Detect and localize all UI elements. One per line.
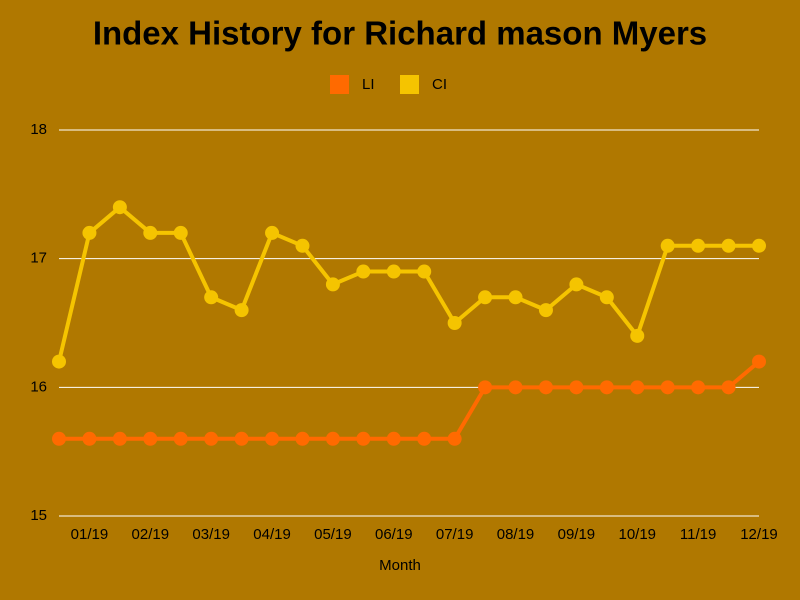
- data-point: [752, 354, 766, 369]
- data-point: [691, 380, 706, 395]
- data-point: [52, 354, 66, 369]
- data-point: [265, 431, 280, 446]
- data-point: [143, 431, 158, 446]
- x-tick-label: 06/19: [375, 526, 413, 543]
- data-point: [417, 264, 432, 279]
- data-point: [630, 328, 645, 343]
- chart-title: Index History for Richard mason Myers: [93, 15, 707, 52]
- x-tick-label: 10/19: [618, 526, 656, 543]
- legend-label: CI: [432, 76, 447, 93]
- data-point: [752, 238, 766, 253]
- data-point: [386, 431, 401, 446]
- data-point: [599, 290, 614, 305]
- data-point: [660, 380, 675, 395]
- x-tick-label: 08/19: [497, 526, 535, 543]
- data-point: [82, 225, 97, 240]
- data-point: [112, 431, 127, 446]
- data-point: [325, 431, 340, 446]
- data-point: [143, 225, 158, 240]
- data-point: [295, 238, 310, 253]
- data-point: [234, 431, 249, 446]
- data-point: [660, 238, 675, 253]
- legend-label: LI: [362, 76, 375, 93]
- data-point: [173, 431, 188, 446]
- data-point: [173, 225, 188, 240]
- data-point: [478, 380, 493, 395]
- data-point: [447, 316, 462, 330]
- data-point: [508, 290, 523, 305]
- data-point: [356, 431, 371, 446]
- data-point: [538, 380, 553, 395]
- data-point: [417, 431, 432, 446]
- data-point: [82, 431, 97, 446]
- data-point: [630, 380, 645, 395]
- x-tick-label: 05/19: [314, 526, 352, 543]
- data-point: [569, 380, 584, 395]
- x-axis-label: Month: [379, 557, 421, 574]
- data-point: [447, 431, 462, 446]
- data-point: [386, 264, 401, 279]
- legend-swatch: [330, 75, 349, 94]
- legend-swatch: [400, 75, 419, 94]
- y-tick-label: 17: [30, 250, 47, 267]
- x-tick-label: 02/19: [132, 526, 170, 543]
- data-point: [52, 431, 66, 446]
- x-tick-label: 03/19: [192, 526, 230, 543]
- data-point: [295, 431, 310, 446]
- x-tick-label: 09/19: [558, 526, 596, 543]
- x-tick-label: 07/19: [436, 526, 474, 543]
- data-point: [325, 277, 340, 292]
- data-point: [112, 200, 127, 215]
- data-point: [204, 290, 219, 305]
- data-point: [599, 380, 614, 395]
- data-point: [234, 303, 249, 318]
- x-tick-label: 01/19: [71, 526, 109, 543]
- x-tick-label: 04/19: [253, 526, 291, 543]
- data-point: [721, 238, 736, 253]
- y-tick-label: 18: [30, 121, 47, 138]
- data-point: [538, 303, 553, 318]
- x-tick-label: 12/19: [740, 526, 778, 543]
- series-line: [59, 360, 761, 441]
- data-point: [721, 380, 736, 395]
- data-point: [204, 431, 219, 446]
- data-point: [569, 277, 584, 292]
- data-point: [356, 264, 371, 279]
- data-point: [478, 290, 493, 305]
- x-tick-label: 11/19: [680, 526, 716, 543]
- y-tick-label: 16: [30, 378, 47, 395]
- series-line: [57, 205, 759, 363]
- data-point: [508, 380, 523, 395]
- data-point: [691, 238, 706, 253]
- y-tick-label: 15: [30, 507, 47, 524]
- data-point: [265, 225, 280, 240]
